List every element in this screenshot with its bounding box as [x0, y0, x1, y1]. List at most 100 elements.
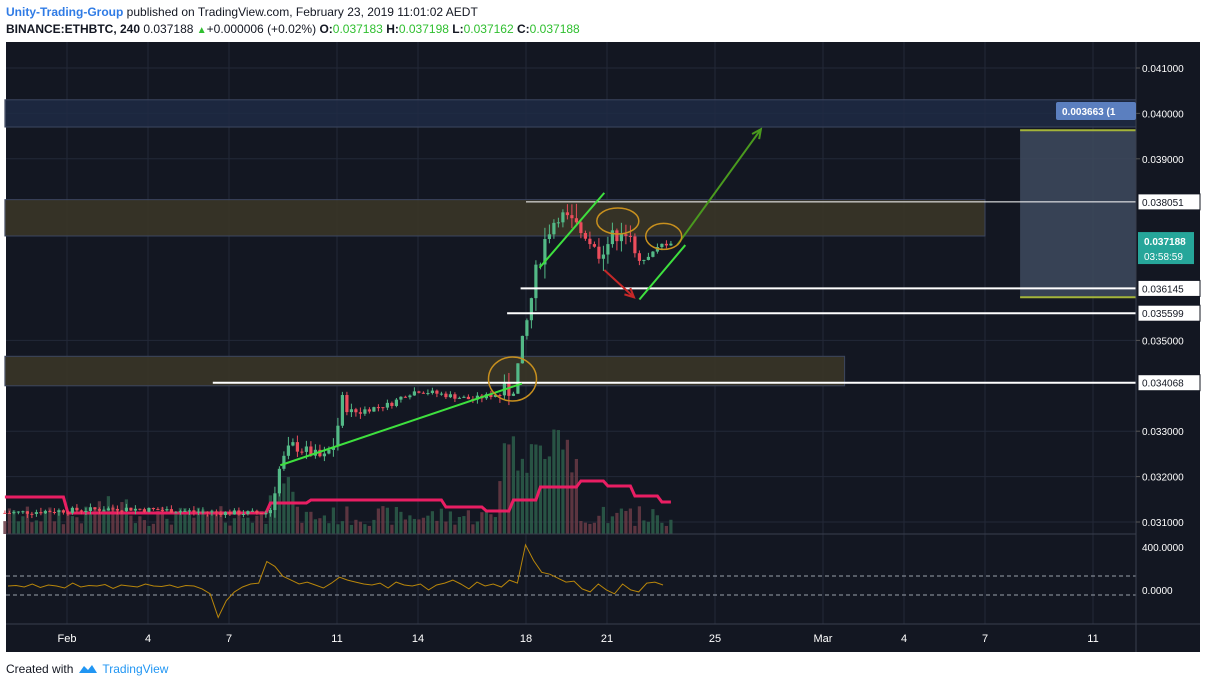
candle-body [588, 238, 592, 245]
candle-body [277, 468, 281, 494]
candle-body [21, 511, 25, 513]
volume-bar [516, 470, 520, 534]
volume-bar [439, 508, 443, 534]
volume-bar [525, 472, 529, 534]
volume-bar [286, 477, 290, 534]
candle-body [295, 442, 299, 452]
volume-bar [97, 501, 101, 534]
candle-body [561, 212, 565, 223]
candle-body [286, 445, 290, 456]
candle-body [142, 509, 146, 512]
tradingview-brand: TradingView [102, 662, 169, 676]
candle-body [619, 234, 623, 242]
candle-body [178, 511, 182, 513]
candle-body [259, 513, 263, 515]
candle-body [93, 507, 97, 510]
candle-body [30, 513, 34, 515]
volume-bar [156, 510, 160, 534]
footer: Created with TradingView [6, 662, 168, 676]
time-axis-label: 25 [709, 633, 721, 645]
candle-body [408, 395, 412, 398]
created-with-label: Created with [6, 662, 74, 676]
volume-bar [462, 516, 466, 534]
candle-body [453, 394, 457, 399]
candle-body [651, 251, 655, 257]
candle-body [219, 512, 223, 516]
price-line-tag-text: 0.034068 [1142, 379, 1184, 390]
candle-body [439, 393, 443, 395]
volume-bar [196, 507, 200, 534]
current-price-text: 0.037188 [1144, 237, 1186, 248]
candle-body [394, 399, 398, 406]
candle-body [174, 512, 178, 514]
tradingview-logo[interactable]: TradingView [77, 662, 168, 676]
candle-body [75, 507, 79, 511]
candle-body [7, 512, 11, 514]
price-lines [212, 201, 1136, 384]
time-axis-label: 11 [331, 633, 342, 645]
candle-body [196, 511, 200, 513]
price-axis-label: 0.031000 [1142, 518, 1184, 529]
volume-bar [358, 521, 362, 534]
candle-body [66, 512, 70, 514]
volume-bar [228, 525, 232, 534]
candle-body [349, 409, 353, 413]
volume-bar [471, 524, 475, 534]
countdown-text: 03:58:59 [1144, 252, 1183, 263]
volume-bar [133, 523, 137, 534]
candle-body [183, 510, 187, 512]
highlight-circle [487, 356, 538, 402]
symbol-line: BINANCE:ETHBTC, 240 0.037188 ▲+0.000006 … [6, 22, 580, 36]
volume-bar [520, 458, 524, 534]
candle-body [534, 264, 538, 299]
volume-ma-line [4, 479, 671, 515]
candle-body [358, 412, 362, 414]
volume-bar [129, 515, 133, 534]
candle-body [340, 395, 344, 426]
candle-body [228, 511, 232, 515]
volume-bar [444, 521, 448, 534]
candle-body [516, 363, 520, 394]
volume-bar [340, 521, 344, 534]
volume-bar [12, 510, 16, 534]
close-label: C: [517, 22, 530, 36]
volume-bar [669, 519, 673, 534]
volume-bar [250, 522, 254, 534]
volume-bar [426, 515, 430, 534]
price-axis-label: 0.039000 [1142, 155, 1184, 166]
volume-bar [529, 444, 533, 534]
candle-body [214, 511, 218, 513]
volume-bar [147, 525, 151, 534]
candle-body [624, 234, 628, 236]
volume-bar [214, 511, 218, 534]
publisher-link[interactable]: Unity-Trading-Group [6, 5, 124, 19]
candle-body [376, 407, 380, 409]
candle-body [592, 244, 596, 247]
candle-body [25, 511, 29, 514]
candle-body [354, 409, 358, 413]
candle-body [192, 510, 196, 512]
volume-bar [88, 513, 92, 534]
price-axis[interactable]: 0.041000 0.040000 0.039000 0.035000 0.033000… [1136, 64, 1184, 529]
volume-bar [390, 524, 394, 534]
candle-body [646, 256, 650, 260]
volume-bar [219, 506, 223, 534]
volume-bar [421, 517, 425, 534]
volume-bar [241, 518, 245, 534]
oscillator-axis: 400.0000 0.0000 [1142, 543, 1184, 597]
volume-bar [493, 517, 497, 534]
low-label: L: [452, 22, 464, 36]
volume-bar [277, 491, 281, 534]
up-triangle-icon: ▲ [196, 25, 207, 36]
volume-bar [48, 507, 52, 534]
volume-bar [354, 519, 358, 534]
candle-body [435, 390, 439, 394]
volume-bar [480, 512, 484, 534]
price-axis-label: 0.033000 [1142, 427, 1184, 438]
time-axis[interactable]: Feb 4 7 11 14 18 21 25 Mar 4 7 11 [58, 633, 1099, 645]
volume-bar [16, 521, 20, 534]
volume-bar [646, 521, 650, 534]
candle-body [520, 335, 524, 364]
volume-bar [160, 507, 164, 534]
